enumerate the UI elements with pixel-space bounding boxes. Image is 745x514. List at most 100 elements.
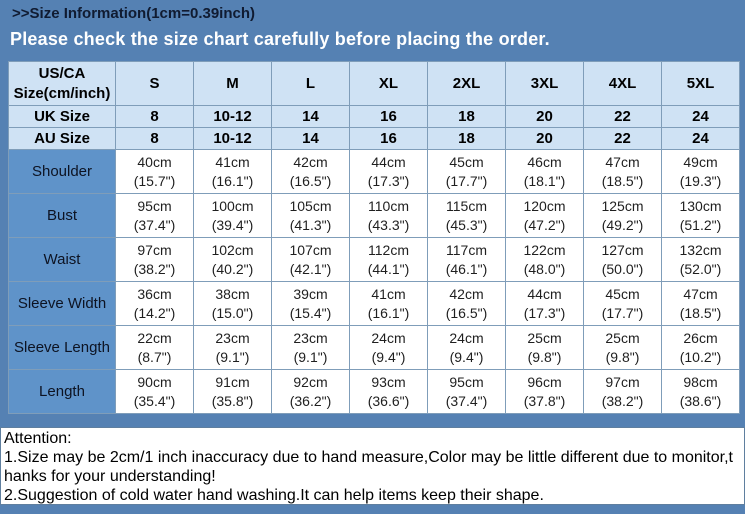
cm-value: 125cm (601, 197, 644, 214)
measure-cell: 44cm (17.3") (349, 149, 428, 194)
inch-value: (10.2") (679, 348, 722, 365)
size-col-header-s: S (115, 61, 194, 106)
au-size-value: 14 (271, 127, 350, 150)
cm-value: 25cm (605, 329, 640, 346)
inch-value: (37.4") (133, 216, 176, 233)
cm-value: 122cm (523, 241, 566, 258)
measure-cell: 132cm (52.0") (661, 237, 740, 282)
measure-cell: 110cm (43.3") (349, 193, 428, 238)
measure-cell: 130cm (51.2") (661, 193, 740, 238)
au-size-value: 22 (583, 127, 662, 150)
cm-value: 115cm (446, 197, 487, 214)
inch-value: (45.3") (445, 216, 488, 233)
measure-row-length: Length 90cm (35.4") 91cm (35.8") 92cm (36.2") 9… (8, 369, 740, 414)
inch-value: (49.2") (601, 216, 644, 233)
cm-value: 45cm (605, 285, 640, 302)
size-col-header-l: L (271, 61, 350, 106)
inch-value: (19.3") (679, 172, 722, 189)
uk-size-value: 16 (349, 105, 428, 128)
cm-value: 40cm (137, 153, 172, 170)
cm-value: 90cm (137, 373, 172, 390)
measure-label: Shoulder (8, 149, 116, 194)
measure-cell: 91cm (35.8") (193, 369, 272, 414)
cm-value: 92cm (293, 373, 328, 390)
cm-value: 24cm (449, 329, 484, 346)
corner-header: US/CA Size(cm/inch) (8, 61, 116, 106)
au-size-label: AU Size (8, 127, 116, 150)
corner-header-line1: US/CA (38, 64, 86, 82)
measure-cell: 23cm (9.1") (271, 325, 350, 370)
inch-value: (38.2") (133, 260, 176, 277)
inch-value: (47.2") (523, 216, 566, 233)
inch-value: (39.4") (211, 216, 254, 233)
measure-cell: 47cm (18.5") (583, 149, 662, 194)
cm-value: 117cm (446, 241, 487, 258)
header-row-uk: UK Size 8 10-12 14 16 18 20 22 24 (8, 105, 740, 128)
cm-value: 23cm (215, 329, 250, 346)
size-col-header-5xl: 5XL (661, 61, 740, 106)
inch-value: (8.7") (137, 348, 172, 365)
inch-value: (9.1") (293, 348, 328, 365)
au-size-value: 8 (115, 127, 194, 150)
cm-value: 130cm (679, 197, 722, 214)
au-size-value: 16 (349, 127, 428, 150)
measure-cell: 102cm (40.2") (193, 237, 272, 282)
size-col-header-4xl: 4XL (583, 61, 662, 106)
cm-value: 49cm (683, 153, 718, 170)
corner-header-line2: Size(cm/inch) (13, 84, 111, 102)
cm-value: 42cm (449, 285, 484, 302)
inch-value: (50.0") (601, 260, 644, 277)
cm-value: 47cm (683, 285, 718, 302)
cm-value: 45cm (449, 153, 484, 170)
measure-cell: 44cm (17.3") (505, 281, 584, 326)
measure-cell: 26cm (10.2") (661, 325, 740, 370)
measure-cell: 105cm (41.3") (271, 193, 350, 238)
uk-size-value: 8 (115, 105, 194, 128)
inch-value: (9.4") (371, 348, 406, 365)
measure-cell: 25cm (9.8") (505, 325, 584, 370)
measure-row-waist: Waist 97cm (38.2") 102cm (40.2") 107cm (42.1")… (8, 237, 740, 282)
cm-value: 107cm (289, 241, 332, 258)
inch-value: (38.2") (601, 392, 644, 409)
attention-section: Attention: 1.Size may be 2cm/1 inch inacc… (0, 427, 745, 505)
measure-cell: 45cm (17.7") (583, 281, 662, 326)
cm-value: 39cm (293, 285, 328, 302)
au-size-value: 20 (505, 127, 584, 150)
cm-value: 97cm (605, 373, 640, 390)
cm-value: 127cm (601, 241, 644, 258)
inch-value: (15.7") (133, 172, 176, 189)
cm-value: 105cm (289, 197, 332, 214)
measure-cell: 97cm (38.2") (583, 369, 662, 414)
attention-line-1: 1.Size may be 2cm/1 inch inaccuracy due … (4, 449, 733, 466)
cm-value: 23cm (293, 329, 328, 346)
measure-cell: 25cm (9.8") (583, 325, 662, 370)
measure-cell: 42cm (16.5") (271, 149, 350, 194)
uk-size-value: 24 (661, 105, 740, 128)
cm-value: 110cm (368, 197, 409, 214)
measure-cell: 49cm (19.3") (661, 149, 740, 194)
measure-cell: 127cm (50.0") (583, 237, 662, 282)
inch-value: (17.7") (445, 172, 488, 189)
inch-value: (52.0") (679, 260, 722, 277)
cm-value: 98cm (683, 373, 718, 390)
measure-row-sleeve-width: Sleeve Width 36cm (14.2") 38cm (15.0") 39cm (1… (8, 281, 740, 326)
inch-value: (43.3") (367, 216, 410, 233)
size-col-header-3xl: 3XL (505, 61, 584, 106)
measure-label: Sleeve Length (8, 325, 116, 370)
uk-size-value: 22 (583, 105, 662, 128)
uk-size-value: 20 (505, 105, 584, 128)
size-col-header-m: M (193, 61, 272, 106)
inch-value: (15.0") (211, 304, 254, 321)
measure-cell: 24cm (9.4") (349, 325, 428, 370)
measure-cell: 46cm (18.1") (505, 149, 584, 194)
cm-value: 91cm (215, 373, 250, 390)
uk-size-label: UK Size (8, 105, 116, 128)
measure-cell: 41cm (16.1") (193, 149, 272, 194)
inch-value: (36.2") (289, 392, 332, 409)
au-size-value: 24 (661, 127, 740, 150)
cm-value: 120cm (523, 197, 566, 214)
cm-value: 44cm (527, 285, 562, 302)
measure-cell: 41cm (16.1") (349, 281, 428, 326)
inch-value: (16.5") (289, 172, 332, 189)
uk-size-value: 10-12 (193, 105, 272, 128)
